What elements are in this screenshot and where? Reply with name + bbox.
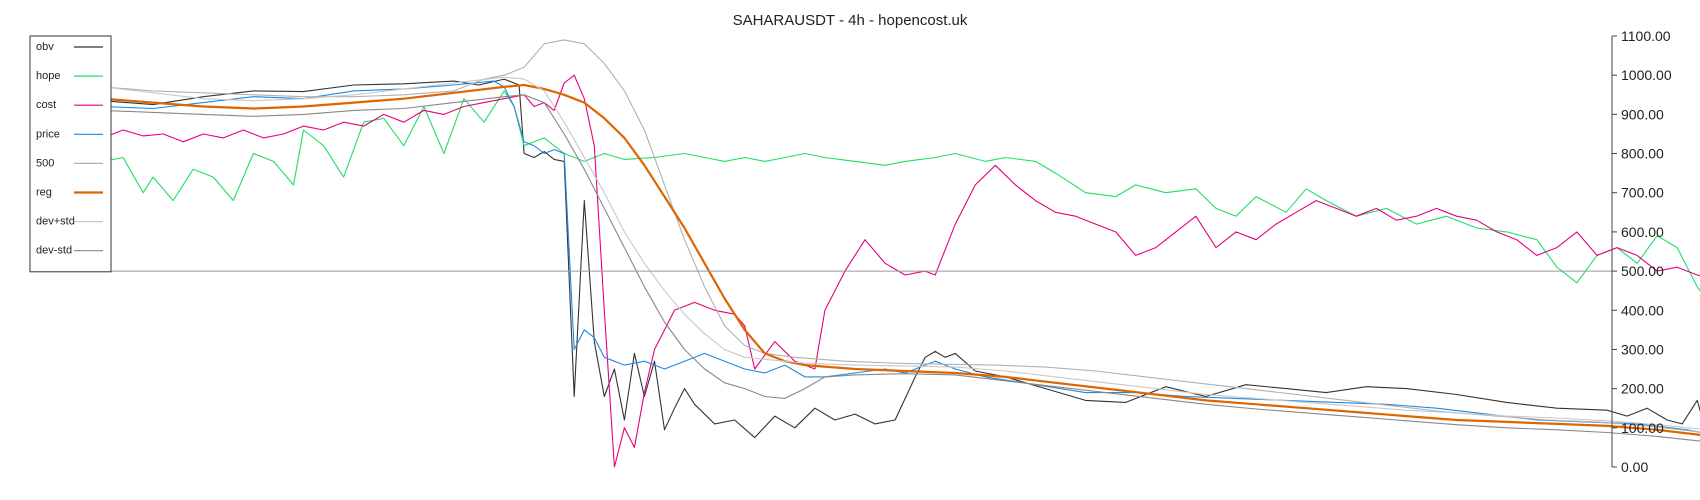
y-tick-label: 0.00	[1621, 459, 1648, 475]
y-tick-label: 600.00	[1621, 224, 1664, 240]
legend-box	[29, 35, 112, 273]
series-line-price	[102, 80, 1700, 433]
y-tick-label: 200.00	[1621, 381, 1664, 397]
series-line-hope	[102, 90, 1700, 292]
series-line-dev-std	[102, 76, 1700, 430]
y-tick-label: 1100.00	[1621, 28, 1671, 44]
y-tick-label: 800.00	[1621, 146, 1664, 162]
y-tick-label: 100.00	[1621, 420, 1664, 436]
series-line-obv	[102, 78, 1700, 439]
y-tick-label: 500.00	[1621, 263, 1664, 279]
y-tick-label: 400.00	[1621, 302, 1664, 318]
series-line-reg	[102, 83, 1700, 436]
chart-title: SAHARAUSDT - 4h - hopencost.uk	[733, 12, 968, 29]
legend: obv hope cost price 500 reg dev+std dev-std	[29, 35, 112, 273]
legend-label: 500	[36, 157, 54, 169]
series-layer	[102, 39, 1700, 468]
y-tick-label: 700.00	[1621, 185, 1664, 201]
legend-label: price	[36, 128, 60, 140]
y-tick-label: 300.00	[1621, 341, 1664, 357]
legend-label: obv	[36, 41, 54, 53]
legend-label: reg	[36, 187, 52, 199]
y-axis: 1100.00 1000.00 900.00 800.00 700.00 600.00 50…	[1611, 28, 1672, 475]
series-line-500	[102, 39, 1700, 433]
y-tick-label: 1000.00	[1621, 67, 1672, 83]
series-line-dev-std	[102, 94, 1700, 442]
legend-label: dev-std	[36, 245, 72, 257]
legend-label: cost	[36, 99, 56, 111]
legend-label: dev+std	[36, 216, 75, 228]
series-line-cost	[102, 74, 1700, 468]
y-tick-label: 900.00	[1621, 106, 1664, 122]
legend-label: hope	[36, 70, 60, 82]
